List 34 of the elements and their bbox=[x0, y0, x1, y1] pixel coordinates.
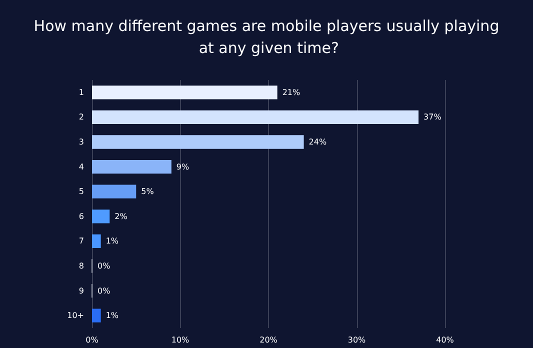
y-tick-label: 2 bbox=[78, 112, 84, 122]
y-tick-label: 5 bbox=[78, 187, 84, 196]
bar bbox=[92, 234, 101, 248]
data-label: 0% bbox=[98, 286, 111, 296]
bar bbox=[92, 135, 304, 149]
bar bbox=[92, 160, 172, 174]
y-tick-label: 4 bbox=[78, 162, 84, 172]
chart-title: How many different games are mobile players usually playing at any given time? bbox=[34, 17, 500, 57]
data-label: 0% bbox=[98, 262, 111, 270]
data-label: 9% bbox=[176, 162, 190, 172]
x-tick-label: 10% bbox=[171, 336, 190, 344]
y-tick-label: 8 bbox=[78, 262, 84, 270]
y-tick-label: 10+ bbox=[67, 311, 84, 320]
data-label: 2% bbox=[114, 212, 128, 221]
x-tick-label: 30% bbox=[348, 336, 366, 344]
data-label: 37% bbox=[424, 112, 442, 122]
bar bbox=[92, 184, 136, 198]
data-label: 1% bbox=[106, 311, 119, 320]
data-label: 5% bbox=[141, 187, 154, 196]
data-label: 1% bbox=[106, 236, 119, 246]
y-tick-label: 6 bbox=[78, 212, 84, 221]
x-tick-label: 40% bbox=[436, 336, 454, 344]
bar bbox=[92, 308, 101, 322]
data-label: 24% bbox=[308, 138, 327, 146]
y-tick-label: 9 bbox=[78, 286, 84, 296]
bar bbox=[92, 210, 110, 224]
bar bbox=[92, 110, 419, 124]
x-tick-label: 20% bbox=[260, 336, 278, 344]
x-tick-label: 0% bbox=[86, 336, 99, 344]
y-tick-label: 3 bbox=[78, 138, 84, 146]
y-tick-label: 7 bbox=[78, 236, 84, 246]
data-label: 21% bbox=[282, 88, 301, 97]
y-tick-label: 1 bbox=[78, 88, 84, 97]
bar bbox=[92, 86, 278, 100]
